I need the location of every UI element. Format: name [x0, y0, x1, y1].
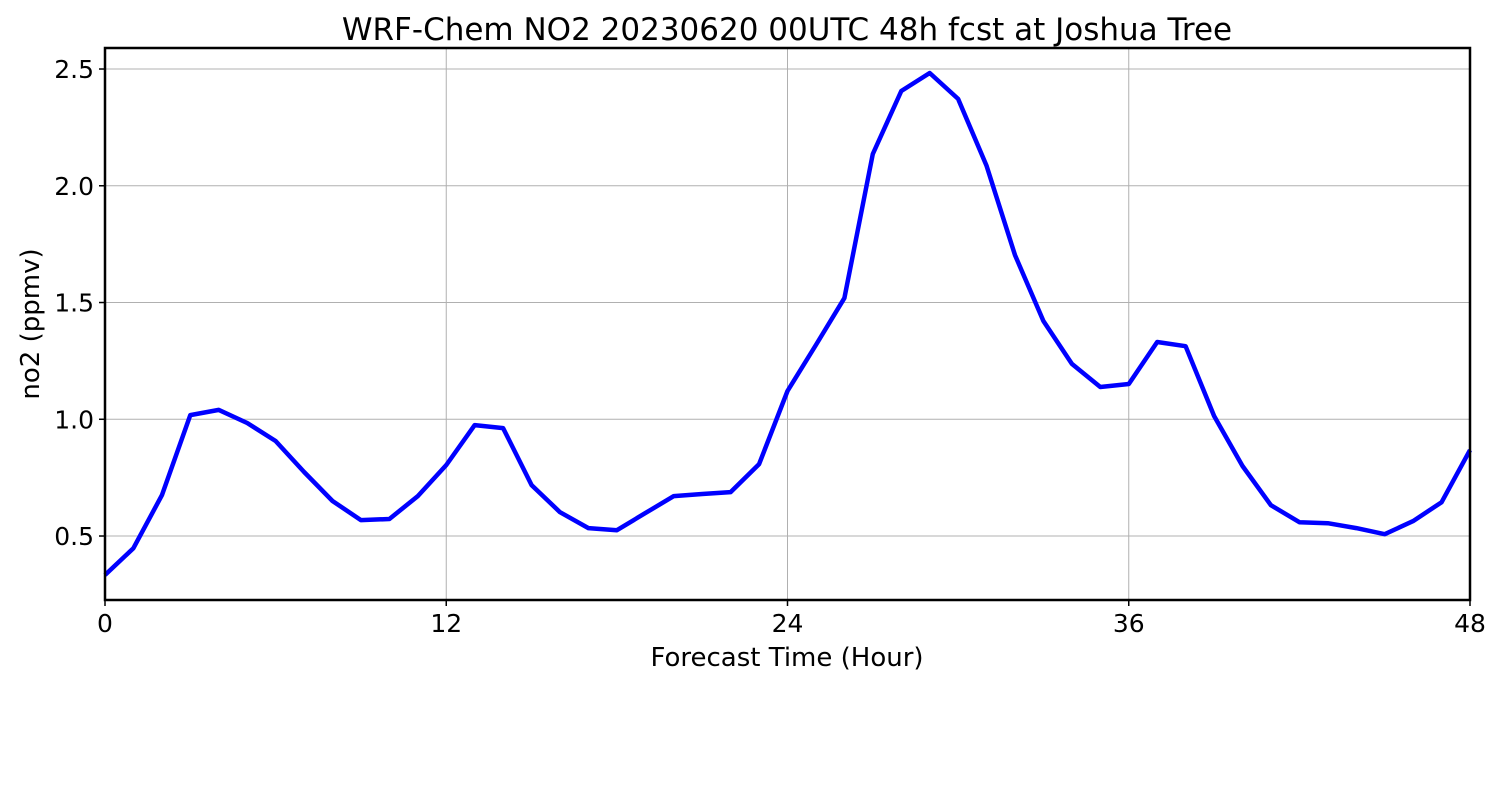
- x-tick-label: 24: [772, 609, 804, 638]
- ticks: 0 12 24 36 48 0.5 1.0 1.5 2.0 2.5: [54, 55, 1486, 638]
- chart-title: WRF-Chem NO2 20230620 00UTC 48h fcst at …: [342, 12, 1232, 48]
- y-tick-label: 2.5: [54, 55, 94, 84]
- y-axis-label: no2 (ppmv): [16, 248, 46, 399]
- series-layer: [103, 70, 1472, 577]
- y-tick-label: 0.5: [54, 522, 94, 551]
- y-tick-label: 1.5: [54, 289, 94, 318]
- x-axis-label: Forecast Time (Hour): [650, 643, 923, 673]
- grid: [104, 48, 1471, 600]
- x-tick-label: 36: [1113, 609, 1145, 638]
- series-line-no2: [103, 70, 1472, 577]
- y-tick-label: 2.0: [54, 172, 94, 201]
- x-tick-label: 12: [430, 609, 462, 638]
- x-tick-label: 0: [97, 609, 113, 638]
- x-tick-label: 48: [1454, 609, 1486, 638]
- y-tick-label: 1.0: [54, 405, 94, 434]
